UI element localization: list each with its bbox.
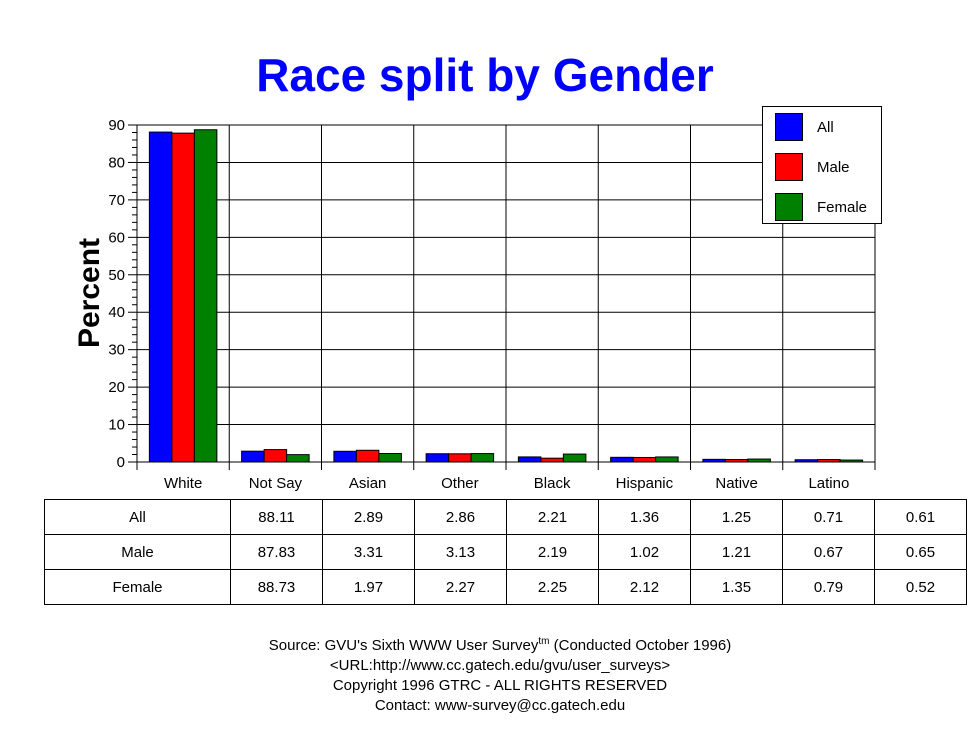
table-cell: 2.27 (414, 569, 507, 605)
bar-female (470, 453, 495, 463)
copyright: Copyright 1996 GTRC - ALL RIGHTS RESERVE… (332, 677, 668, 694)
chart-title: Race split by Gender (256, 49, 714, 101)
source-line-1: Source: GVU's Sixth WWW User Surveytm (C… (0, 632, 970, 656)
table-cell: 3.13 (414, 534, 507, 570)
y-tick-label: 70 (108, 192, 125, 209)
bar-male (632, 456, 657, 463)
bar-male (171, 132, 195, 463)
source-credits: Source: GVU's Sixth WWW User Surveytm (C… (0, 632, 970, 716)
bar-all (241, 450, 265, 463)
bar-female (747, 458, 771, 463)
legend: All Male Female (762, 106, 882, 224)
x-tick-label: Other (441, 475, 479, 492)
x-tick-label: Native (715, 475, 758, 492)
legend-label: Male (817, 159, 850, 176)
x-tick-label: Latino (808, 475, 849, 492)
table-cell: 0.61 (874, 499, 967, 535)
legend-label: All (817, 119, 834, 136)
table-cell: 3.31 (322, 534, 415, 570)
table-row: Female 88.73 1.97 2.27 2.25 2.12 1.35 0.79 0.52 (44, 569, 967, 605)
bar-male (540, 457, 564, 463)
source-text: Source: GVU's Sixth WWW User Survey (268, 637, 539, 654)
y-tick-label: 40 (108, 304, 125, 321)
table-cell: 1.21 (690, 534, 783, 570)
bar-male (724, 458, 749, 463)
bar-all (517, 456, 542, 463)
table-cell: 0.67 (782, 534, 875, 570)
table-cell: 1.35 (690, 569, 783, 605)
table-cell: 0.65 (874, 534, 967, 570)
y-tick-label: 50 (108, 267, 125, 284)
table-cell: 88.11 (230, 499, 323, 535)
bar-male (448, 453, 472, 463)
bar-male (263, 449, 288, 463)
trademark-sup: tm (538, 636, 550, 647)
y-tick-label: 60 (108, 229, 125, 246)
table-cell: 2.86 (414, 499, 507, 535)
table-cell: 1.02 (598, 534, 691, 570)
row-label: Female (44, 569, 231, 605)
bar-all (610, 456, 634, 463)
bar-all (333, 450, 357, 463)
row-label: All (44, 499, 231, 535)
bar-chart: 0 10 20 30 40 50 60 70 80 90 White Not Say Asian Othe… (73, 117, 876, 492)
bar-female (839, 459, 864, 463)
bar-female (286, 454, 310, 463)
contact: Contact: www-survey@cc.gatech.edu (374, 697, 626, 714)
bar-all (148, 131, 173, 463)
y-tick-label: 20 (108, 379, 125, 396)
x-tick-label: Not Say (249, 475, 303, 492)
table-row: Male 87.83 3.31 3.13 2.19 1.02 1.21 0.67 0.65 (44, 534, 967, 570)
bar-male (355, 449, 380, 463)
bar-all (702, 458, 726, 463)
bar-male (817, 459, 841, 463)
data-table: All 88.11 2.89 2.86 2.21 1.36 1.25 0.71 0.61 Male… (44, 499, 967, 605)
y-tick-label: 0 (117, 454, 125, 471)
table-cell: 0.71 (782, 499, 875, 535)
bar-female (562, 453, 587, 463)
y-tick-label: 10 (108, 417, 125, 434)
x-tick-label: Hispanic (616, 475, 674, 492)
table-cell: 2.19 (506, 534, 599, 570)
bar-all (425, 453, 450, 463)
source-url: <URL:http://www.cc.gatech.edu/gvu/user_s… (329, 657, 671, 674)
x-tick-label: Asian (349, 475, 387, 492)
survey-date: (Conducted October 1996) (549, 637, 732, 654)
bar-all (794, 459, 819, 463)
row-label: Male (44, 534, 231, 570)
table-cell: 2.89 (322, 499, 415, 535)
table-cell: 0.79 (782, 569, 875, 605)
table-cell: 2.21 (506, 499, 599, 535)
y-tick-label: 30 (108, 342, 125, 359)
x-tick-label: White (164, 475, 202, 492)
y-axis-label: Percent (73, 238, 106, 348)
legend-swatch (775, 193, 803, 221)
legend-swatch (775, 113, 803, 141)
bar-female (378, 453, 402, 463)
y-tick-label: 90 (108, 117, 125, 134)
table-cell: 88.73 (230, 569, 323, 605)
table-cell: 0.52 (874, 569, 967, 605)
legend-swatch (775, 153, 803, 181)
bar-female (193, 129, 218, 463)
y-tick-label: 80 (108, 154, 125, 171)
table-cell: 2.12 (598, 569, 691, 605)
table-cell: 1.25 (690, 499, 783, 535)
table-row: All 88.11 2.89 2.86 2.21 1.36 1.25 0.71 0.61 (44, 499, 967, 535)
bar-female (655, 456, 679, 463)
table-cell: 87.83 (230, 534, 323, 570)
table-cell: 1.36 (598, 499, 691, 535)
x-tick-label: Black (534, 475, 571, 492)
table-cell: 1.97 (322, 569, 415, 605)
legend-label: Female (817, 199, 868, 216)
table-cell: 2.25 (506, 569, 599, 605)
